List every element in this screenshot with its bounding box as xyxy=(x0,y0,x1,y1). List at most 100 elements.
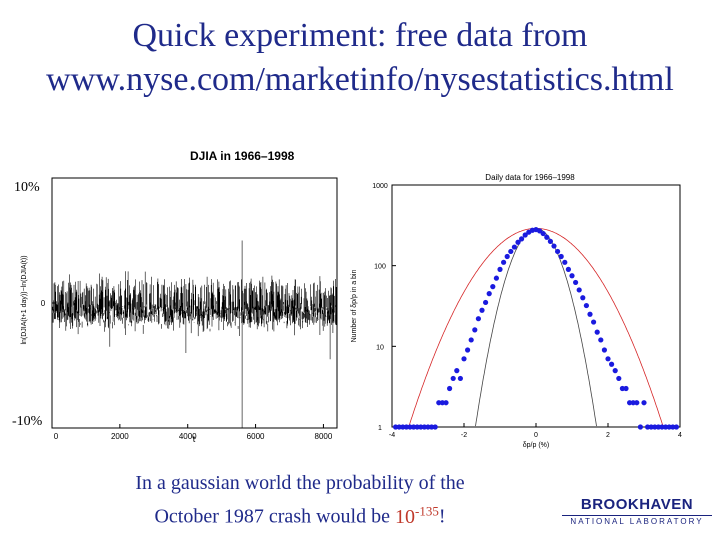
histogram-point xyxy=(547,238,554,244)
histogram-point xyxy=(558,253,564,260)
histogram-point xyxy=(537,228,543,234)
right-chart-title: Daily data for 1966–1998 xyxy=(485,173,575,182)
histogram-point xyxy=(540,230,546,237)
left-y-tick-label: 0 xyxy=(41,299,46,308)
caption-probability: 10-135 xyxy=(394,503,439,528)
histogram-point xyxy=(619,385,626,392)
histogram-point xyxy=(396,424,402,430)
logo-sub: NATIONAL LABORATORY xyxy=(562,515,712,526)
histogram-point xyxy=(630,400,636,406)
right-chart-xlabel: δp/p (%) xyxy=(523,442,549,449)
histogram-point xyxy=(580,295,586,301)
histogram-point xyxy=(421,424,427,430)
left-x-tick-label: 8000 xyxy=(315,432,333,441)
right-y-tick-label: 1 xyxy=(378,425,382,432)
histogram-point xyxy=(439,400,445,406)
histogram-point xyxy=(673,424,680,430)
histogram-point xyxy=(663,424,669,430)
histogram-point xyxy=(443,400,449,406)
histogram-point xyxy=(504,253,510,260)
histogram-point xyxy=(479,307,485,313)
histogram-point xyxy=(436,400,442,406)
histogram-point xyxy=(483,299,489,306)
histogram-point xyxy=(447,385,453,392)
histogram-point xyxy=(623,385,629,392)
histogram-point xyxy=(403,424,409,430)
histogram-point xyxy=(551,243,557,249)
left-chart-xlabel: t xyxy=(193,434,196,444)
left-chart-ylabel: ln(DJIA(t+1 day))−ln(DJIA(t)) xyxy=(21,255,28,344)
histogram-point xyxy=(450,375,456,382)
right-chart-ylabel: Number of δp/p in a bin xyxy=(351,270,358,343)
histogram-point xyxy=(655,424,662,430)
histogram-point xyxy=(418,424,424,430)
histogram-point xyxy=(493,275,499,281)
histogram-point xyxy=(605,356,611,362)
histogram-point xyxy=(641,400,647,406)
histogram-point xyxy=(544,234,550,240)
histogram-point xyxy=(670,424,676,430)
histogram-point xyxy=(648,424,654,430)
label-minus-ten-percent: -10% xyxy=(12,414,43,429)
histogram-point xyxy=(454,368,460,374)
title-line-1: Quick experiment: free data from xyxy=(132,17,588,54)
charts-canvas: DJIA in 1966–1998 0 2000 4000 6000 8000 0 t … xyxy=(21,149,682,449)
gaussian-fit-curve-narrow xyxy=(475,228,597,427)
histogram-point xyxy=(565,266,572,272)
histogram-point xyxy=(425,424,431,430)
histogram-point xyxy=(562,259,568,265)
histogram-point xyxy=(407,424,413,430)
histogram-point xyxy=(490,284,496,290)
caption-line-2-text: October 1987 crash would be xyxy=(154,505,390,528)
slide-title: Quick experiment: free data from www.nys… xyxy=(0,14,720,102)
histogram-point xyxy=(634,400,640,406)
right-x-tick-label: 0 xyxy=(534,432,538,439)
left-chart: DJIA in 1966–1998 0 2000 4000 6000 8000 0 t … xyxy=(21,149,338,444)
histogram-point xyxy=(475,316,481,322)
right-x-tick-label: 4 xyxy=(678,432,682,439)
histogram-point xyxy=(652,424,658,430)
histogram-point xyxy=(508,248,514,255)
title-line-2: www.nyse.com/marketinfo/nysestatistics.h… xyxy=(46,61,674,98)
histogram-point xyxy=(414,424,420,430)
histogram-point xyxy=(432,424,438,430)
right-y-tick-label: 1000 xyxy=(372,183,388,190)
histogram-point xyxy=(555,248,561,255)
histogram-point xyxy=(429,424,435,430)
label-ten-percent: 10% xyxy=(14,180,40,195)
caption: In a gaussian world the probability of t… xyxy=(80,470,520,531)
right-x-tick-label: -2 xyxy=(461,432,467,439)
left-x-tick-label: 0 xyxy=(54,432,59,441)
right-chart: Daily data for 1966–1998 -4 -2 0 2 4 1 10 100 1… xyxy=(351,173,682,449)
caption-line-1: In a gaussian world the probability of t… xyxy=(135,472,465,494)
histogram-point xyxy=(583,302,590,309)
histogram-point xyxy=(587,311,593,317)
histogram-point xyxy=(616,375,622,382)
histogram-point xyxy=(461,356,467,362)
histogram-point xyxy=(609,361,615,367)
histogram-point xyxy=(501,259,507,265)
brookhaven-logo: BROOKHAVEN NATIONAL LABORATORY xyxy=(562,496,712,526)
histogram-point xyxy=(569,273,575,279)
histogram-point xyxy=(411,424,417,430)
histogram-point xyxy=(601,347,608,353)
histogram-point xyxy=(519,236,525,242)
right-x-tick-label: 2 xyxy=(606,432,610,439)
histogram-point xyxy=(594,329,600,335)
histogram-point xyxy=(612,368,618,374)
right-x-tick-label: -4 xyxy=(389,432,395,439)
histogram-point xyxy=(522,232,528,238)
logo-main: BROOKHAVEN xyxy=(580,496,694,513)
histogram-point xyxy=(645,424,651,430)
histogram-point xyxy=(598,337,604,343)
left-x-tick-label: 2000 xyxy=(111,432,129,441)
left-chart-series xyxy=(51,240,338,428)
right-y-tick-label: 10 xyxy=(376,344,384,351)
caption-base: 10 xyxy=(394,505,415,528)
histogram-point xyxy=(637,424,644,430)
histogram-point xyxy=(486,291,492,297)
histogram-point xyxy=(400,424,406,430)
histogram-point xyxy=(591,319,597,325)
histogram-point xyxy=(465,347,471,353)
histogram-point xyxy=(393,424,399,430)
